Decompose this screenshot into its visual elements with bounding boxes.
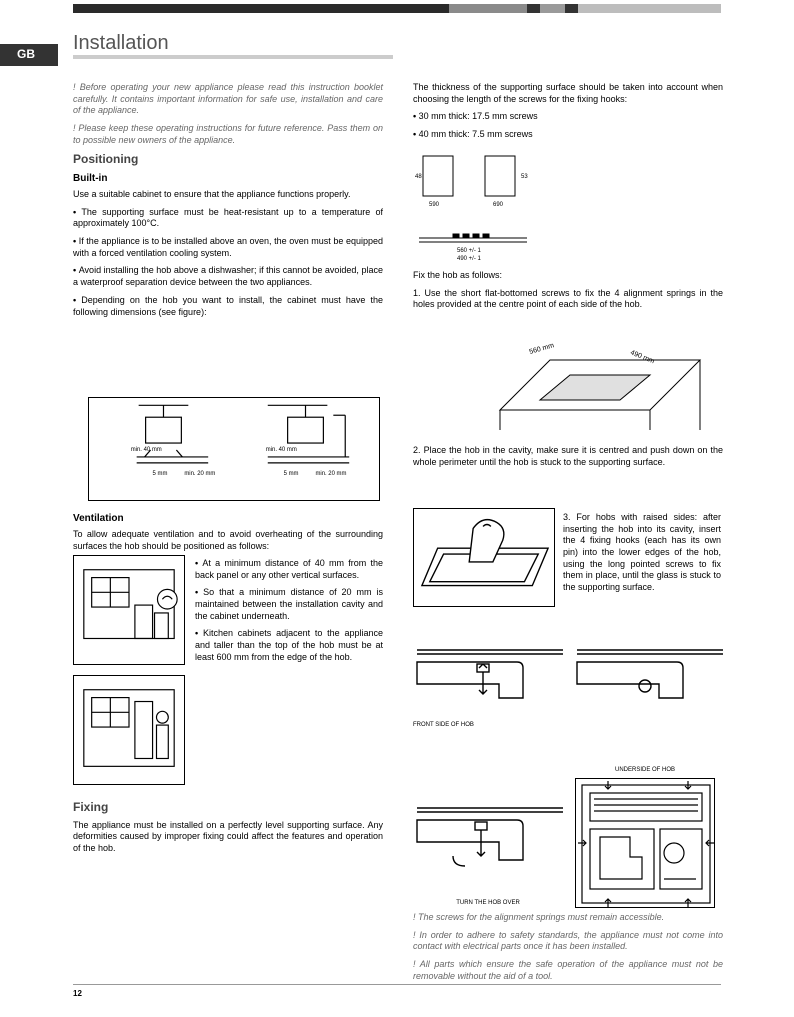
page-number: 12 [73,989,82,999]
svg-text:5 mm: 5 mm [284,471,299,477]
fixing-steps-intro: Fix the hob as follows: [413,270,723,282]
builtin-bullet: Depending on the hob you want to install… [73,295,383,318]
cutout-svg: 560 mm 490 mm [490,330,720,440]
room-diagram-2 [74,675,184,785]
ventilation-bullet: At a minimum distance of 40 mm from the … [195,558,383,581]
intro-warning-1: ! Before operating your new appliance pl… [73,82,383,117]
subsection-builtin: Built-in [73,172,383,185]
svg-text:min. 40 mm: min. 40 mm [131,447,162,453]
svg-text:560 mm: 560 mm [529,342,555,356]
figure-room-2 [73,675,185,785]
svg-text:690: 690 [493,202,504,208]
seal-svg [414,508,554,607]
footer-line [73,984,721,985]
builtin-bullet: The supporting surface must be heat-resi… [73,207,383,230]
topview-svg: 590 690 48 53 560 +/- 1 490 +/- 1 [413,150,533,260]
fixing-step3-col: 3. For hobs with raised sides: after ins… [563,512,721,600]
builtin-bullet: If the appliance is to be installed abov… [73,236,383,259]
fixing-bullet: 40 mm thick: 7.5 mm screws [413,129,723,141]
caption-turnover: TURN THE HOB OVER [413,900,563,908]
title-underline [73,55,393,59]
svg-text:min. 40 mm: min. 40 mm [266,447,297,453]
ventilation-bullet: So that a minimum distance of 20 mm is m… [195,587,383,622]
fixing-warning: ! The screws for the alignment springs m… [413,912,723,924]
figure-ventilation: 5 mm min. 20 mm min. 40 mm 5 mm min. 20 … [88,397,380,501]
figure-seal [413,508,555,607]
subsection-ventilation: Ventilation [73,512,383,525]
ventilation-bullet: Kitchen cabinets adjacent to the applian… [195,628,383,663]
svg-text:min. 20 mm: min. 20 mm [315,471,346,477]
left-column: ! Before operating your new appliance pl… [73,82,383,324]
figure-cross-3: TURN THE HOB OVER [413,796,563,898]
svg-text:5 mm: 5 mm [153,471,168,477]
fixing-bullet: 30 mm thick: 17.5 mm screws [413,111,723,123]
svg-text:560 +/- 1: 560 +/- 1 [457,248,482,254]
ventilation-intro: To allow adequate ventilation and to avo… [73,529,383,552]
figure-cutout: 560 mm 490 mm [490,330,720,440]
builtin-intro: Use a suitable cabinet to ensure that th… [73,189,383,201]
room-diagram-1 [74,555,184,665]
bar-seg [449,4,527,13]
language-tab: GB [0,44,58,66]
ventilation-bullets: At a minimum distance of 40 mm from the … [195,558,383,670]
caption-front: FRONT SIDE OF HOB [413,722,563,730]
fixing-instructions: Fix the hob as follows: 1. Use the short… [413,270,723,317]
fixing-step: 3. For hobs with raised sides: after ins… [563,512,721,594]
figure-cross-1: FRONT SIDE OF HOB [413,642,563,720]
figure-underside: UNDERSIDE OF HOB [575,778,715,908]
fixing-warning: ! In order to adhere to safety standards… [413,930,723,953]
figure-cross-2 [573,642,723,720]
page-title: Installation [73,30,169,56]
fixing-step2-col: 2. Place the hob in the cavity, make sur… [413,445,723,474]
ventilation-diagram: 5 mm min. 20 mm min. 40 mm 5 mm min. 20 … [89,397,379,501]
svg-text:48: 48 [415,174,422,180]
fixing-intro: The appliance must be installed on a per… [73,820,383,855]
fixing-warning: ! All parts which ensure the safe operat… [413,959,723,982]
svg-text:min. 20 mm: min. 20 mm [184,471,215,477]
figure-room-1 [73,555,185,665]
figure-topview: 590 690 48 53 560 +/- 1 490 +/- 1 [413,150,533,260]
section-fixing: Fixing [73,800,383,816]
bar-seg [73,4,449,13]
fixing-step: 2. Place the hob in the cavity, make sur… [413,445,723,468]
svg-text:53: 53 [521,174,528,180]
right-column-top: The thickness of the supporting surface … [413,82,723,147]
bar-seg [540,4,566,13]
right-column-warnings: ! The screws for the alignment springs m… [413,912,723,988]
builtin-bullet: Avoid installing the hob above a dishwas… [73,265,383,288]
section-positioning: Positioning [73,152,383,168]
caption-underside: UNDERSIDE OF HOB [576,767,714,775]
intro-warning-2: ! Please keep these operating instructio… [73,123,383,146]
left-column-lower: Ventilation To allow adequate ventilatio… [73,512,383,558]
fixing-step: 1. Use the short flat-bottomed screws to… [413,288,723,311]
svg-text:490 +/- 1: 490 +/- 1 [457,256,482,260]
bar-seg [578,4,721,13]
fixing-section: Fixing The appliance must be installed o… [73,800,383,861]
svg-text:590: 590 [429,202,440,208]
top-bar [73,4,721,13]
fixing-thickness: The thickness of the supporting surface … [413,82,723,105]
